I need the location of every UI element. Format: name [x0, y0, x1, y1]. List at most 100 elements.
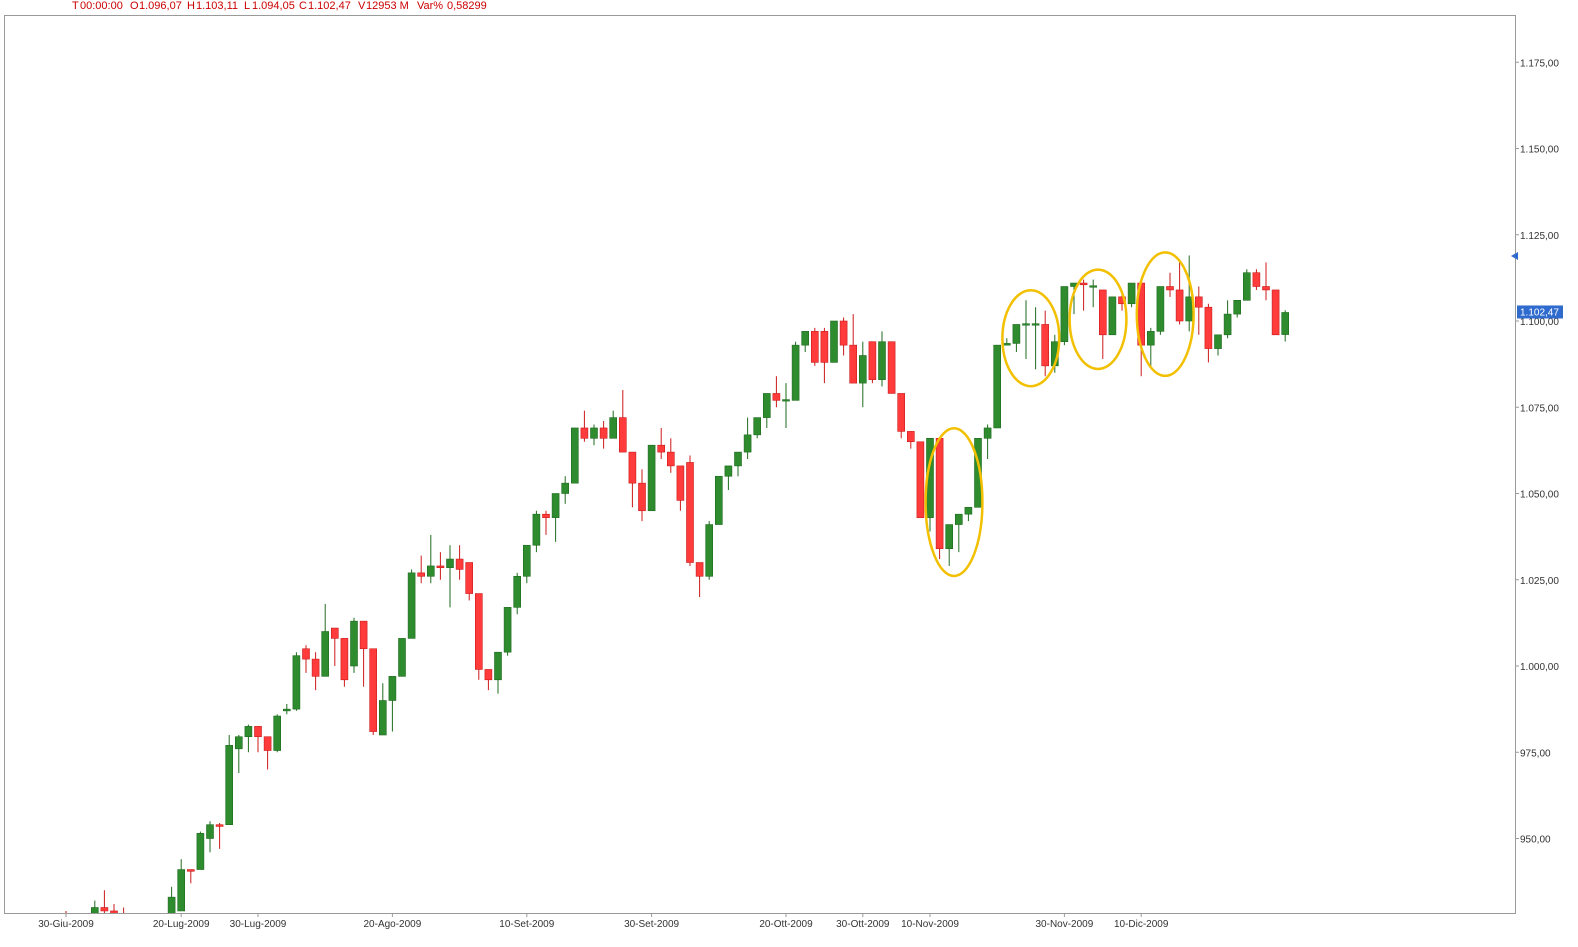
volume-value: 12953 M	[366, 0, 409, 12]
candle-57	[609, 410, 618, 439]
candle-body	[590, 427, 598, 439]
candle-body	[446, 558, 454, 568]
candle-body	[1223, 313, 1232, 336]
candle-87	[897, 393, 906, 439]
var-value: 0,58299	[447, 0, 487, 12]
candle-31	[359, 620, 368, 687]
candle-27	[321, 603, 330, 677]
candle-body	[580, 427, 589, 439]
candle-body	[369, 648, 378, 732]
candle-15	[206, 821, 214, 853]
candle-body	[340, 638, 349, 681]
candle-body	[676, 465, 685, 501]
candle-16	[215, 822, 224, 849]
candle-body	[1031, 323, 1040, 326]
candle-body	[830, 320, 838, 363]
candle-13	[187, 869, 195, 884]
candle-4	[100, 890, 109, 913]
candle-body	[734, 451, 742, 467]
candle-body	[321, 631, 330, 677]
y-tick-label: 1.025,00	[1520, 576, 1559, 587]
candle-body	[139, 942, 146, 947]
candle-48	[522, 544, 531, 584]
y-tick-label: 1.075,00	[1520, 403, 1559, 414]
y-tick-label: 1.100,00	[1520, 317, 1559, 328]
candle-49	[532, 510, 541, 553]
y-tick-label: 1.125,00	[1520, 231, 1559, 242]
candle-body	[561, 482, 570, 494]
candle-body	[330, 627, 339, 639]
candle-25	[302, 645, 310, 673]
candle-body	[1271, 289, 1280, 336]
candle-body	[1233, 299, 1241, 315]
last-price-label: 1.102,47	[1520, 307, 1559, 318]
candle-body	[695, 562, 704, 577]
candle-body	[1099, 289, 1107, 336]
candle-76	[791, 341, 800, 401]
candle-body	[436, 565, 445, 568]
candle-22	[273, 714, 282, 753]
highlight-ring-2	[1068, 268, 1128, 371]
candle-53	[570, 427, 579, 484]
candle-body	[935, 437, 944, 549]
candle-114	[1156, 286, 1165, 335]
candle-body	[254, 726, 262, 738]
candle-11	[167, 886, 176, 913]
candle-55	[590, 424, 598, 446]
candle-60	[638, 469, 646, 522]
candle-52	[561, 476, 570, 504]
candle-40	[446, 545, 454, 608]
candle-66	[695, 562, 704, 597]
candle-78	[810, 327, 819, 366]
candle-98	[1002, 338, 1011, 346]
candle-body	[494, 651, 502, 681]
candle-body	[868, 341, 877, 380]
candle-109	[1108, 296, 1117, 336]
candle-88	[906, 431, 915, 449]
candle-91	[935, 437, 944, 560]
candle-body	[993, 344, 1002, 429]
candle-126	[1271, 289, 1280, 336]
high-value: 1.103,11	[196, 0, 239, 12]
candle-97	[993, 344, 1002, 429]
time-value: 00:00:00	[80, 0, 123, 12]
candle-body	[618, 417, 627, 453]
highlight-rings	[924, 251, 1195, 578]
candle-body	[983, 427, 992, 439]
candle-body	[753, 417, 762, 436]
candle-body	[484, 669, 493, 681]
candle-45	[494, 651, 502, 694]
candle-body	[1214, 334, 1222, 349]
candle-body	[666, 451, 675, 467]
candle-113	[1147, 327, 1155, 366]
candle-body	[974, 437, 982, 508]
candle-61	[647, 444, 656, 512]
y-tick-label: 1.000,00	[1520, 662, 1559, 673]
candle-32	[369, 648, 378, 735]
candle-120	[1214, 334, 1222, 356]
candle-body	[398, 638, 406, 677]
candle-body	[120, 925, 127, 935]
candle-86	[887, 341, 896, 394]
candle-125	[1262, 262, 1270, 301]
candle-122	[1233, 299, 1241, 318]
x-tick-label: 30-Giu-2009	[38, 919, 94, 930]
candle-85	[878, 331, 886, 387]
candle-30	[350, 617, 358, 673]
x-tick-label: 10-Dic-2009	[1114, 919, 1169, 930]
candle-body	[638, 482, 646, 512]
candle-body	[1108, 296, 1117, 336]
candle-body	[532, 513, 541, 546]
close-label: C	[299, 0, 307, 12]
candle-43	[474, 593, 483, 680]
candle-83	[858, 341, 867, 408]
candle-body	[1252, 272, 1261, 287]
candle-20	[254, 726, 262, 753]
current-price-marker-icon	[1511, 252, 1518, 260]
candle-92	[945, 524, 954, 566]
candle-18	[235, 735, 243, 773]
candle-body	[551, 493, 560, 518]
candle-72	[753, 417, 762, 439]
candle-96	[983, 424, 992, 459]
